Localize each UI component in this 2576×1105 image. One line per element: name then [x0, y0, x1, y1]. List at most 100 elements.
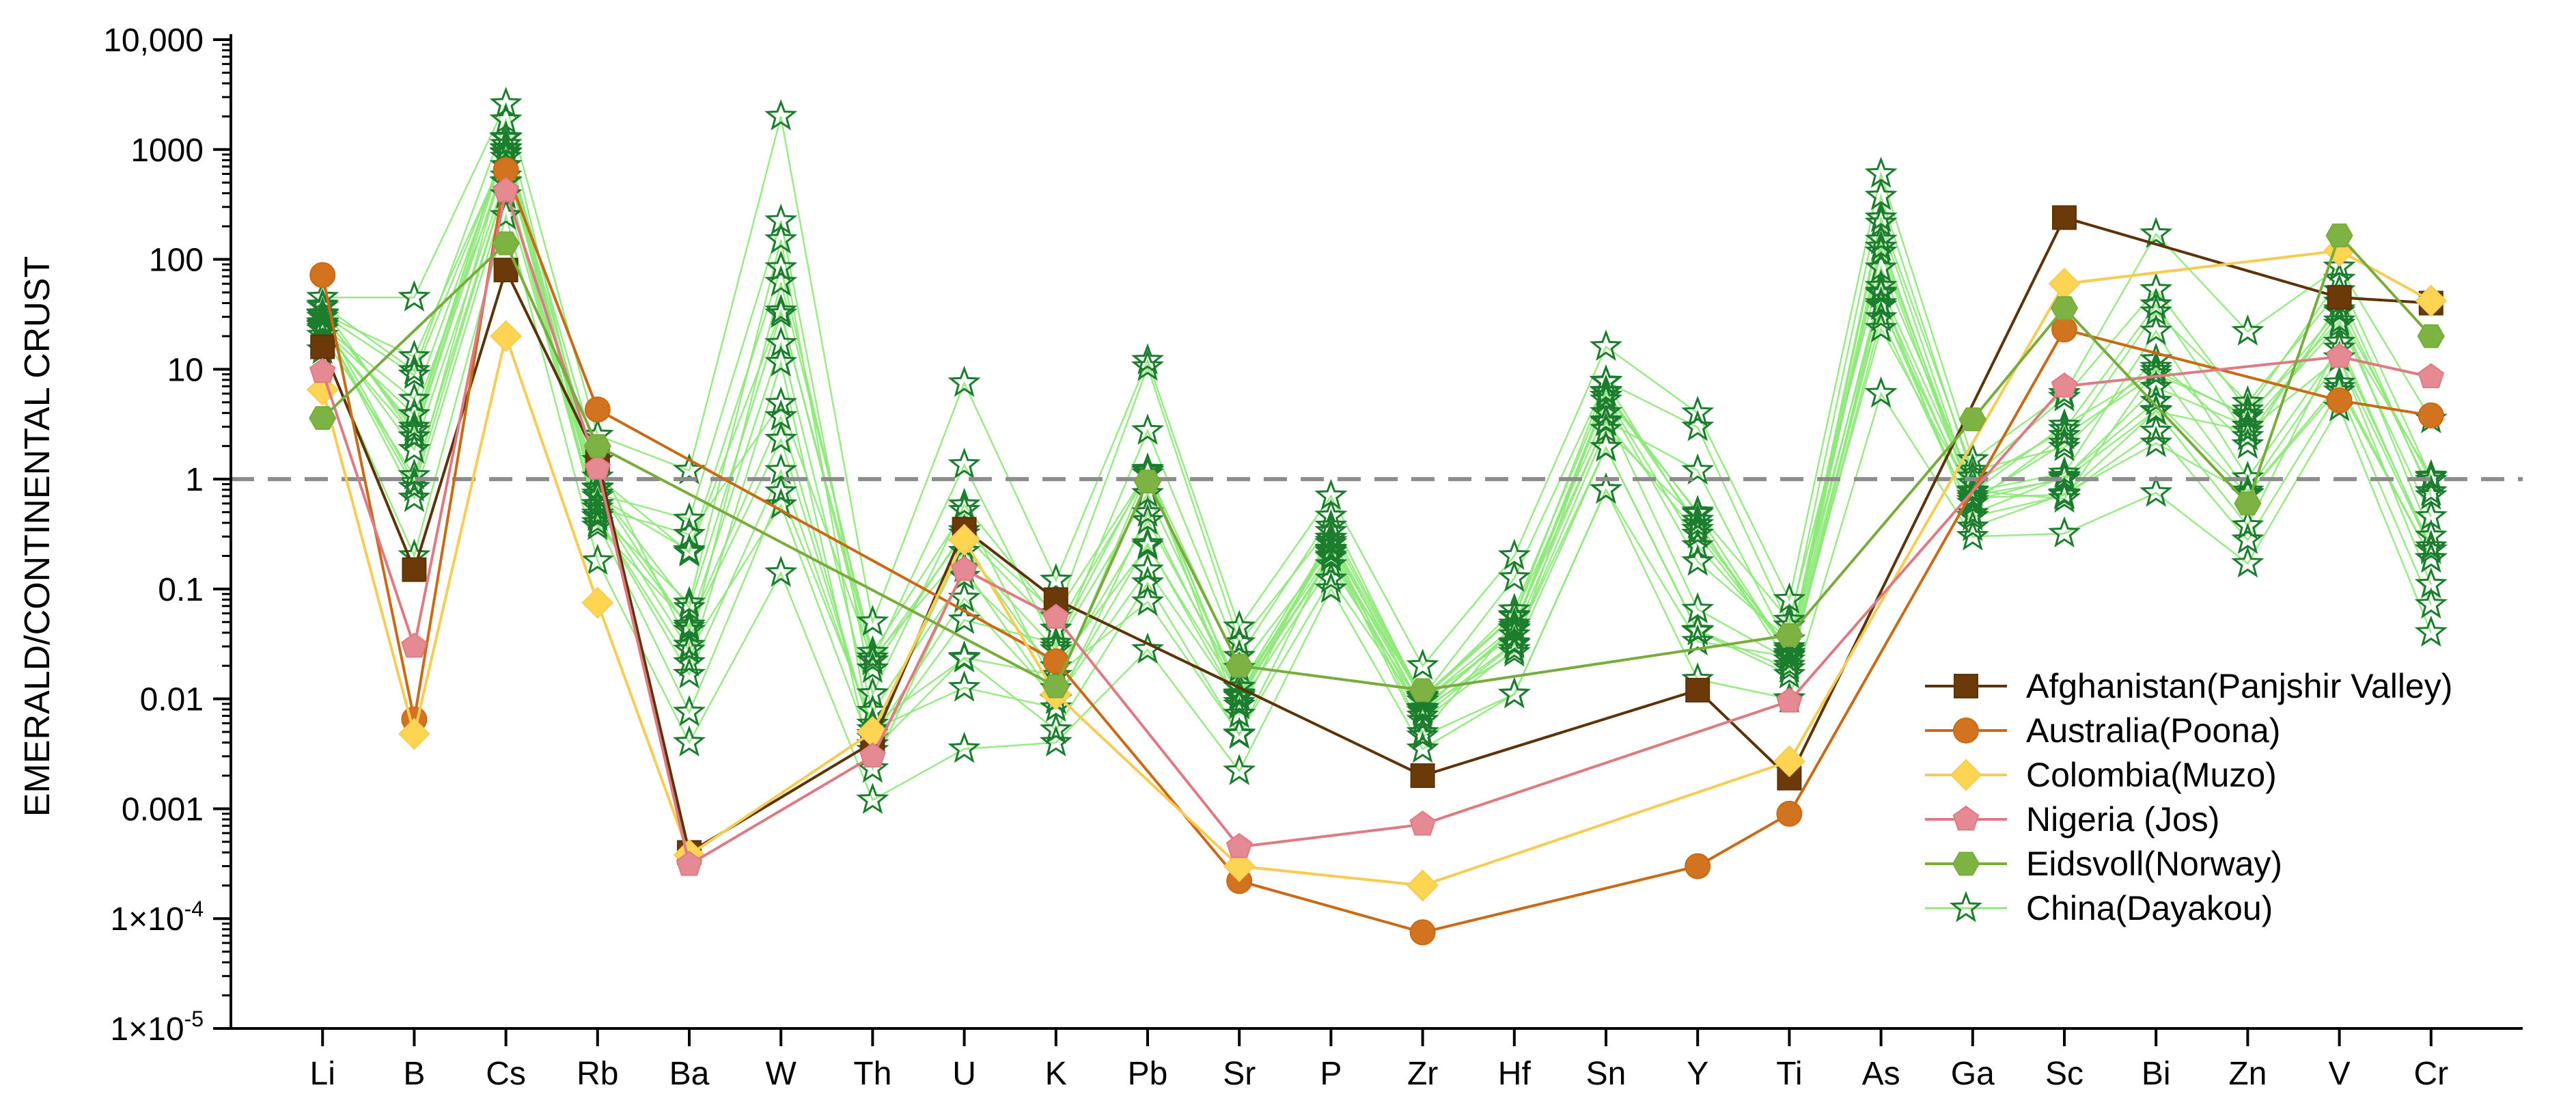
point-nigeria-jos-sr	[1225, 832, 1253, 858]
china-point-zn	[2231, 508, 2265, 540]
china-point-sn	[1589, 403, 1623, 435]
china-point-sc	[2047, 430, 2081, 462]
x-tick-label-as: As	[1862, 1056, 1900, 1092]
y-tick-label: 0.001	[122, 791, 204, 828]
china-point-y	[1681, 592, 1715, 624]
china-point-as	[1864, 179, 1898, 210]
point-colombia-muzo-u	[948, 523, 981, 556]
china-point-u	[947, 447, 981, 479]
point-eidsvoll-norway-ga	[1958, 407, 1986, 432]
china-point-cr	[2414, 519, 2448, 551]
china-point-p	[1314, 547, 1348, 579]
china-point-y	[1681, 495, 1715, 526]
china-sample-line	[322, 150, 2432, 735]
china-point-ga	[1956, 519, 1989, 551]
china-point-ti	[1773, 632, 1806, 664]
china-point-bi	[2139, 314, 2173, 346]
y-tick-label: 100	[149, 243, 204, 279]
china-point-w	[764, 297, 798, 329]
china-point-b	[398, 382, 431, 414]
china-point-sn	[1589, 405, 1623, 437]
china-point-b	[398, 353, 431, 385]
legend-marker-australia-poona	[1953, 718, 1979, 744]
series-line-nigeria-jos	[321, 185, 2432, 867]
point-eidsvoll-norway-v	[2325, 223, 2353, 247]
china-point-w	[764, 222, 798, 254]
china-point-b	[398, 480, 431, 513]
china-sample-line	[322, 146, 2432, 741]
legend-marker-nigeria-jos	[1952, 805, 1980, 831]
china-point-cs	[489, 198, 523, 230]
china-point-pb	[1131, 495, 1165, 528]
china-point-w	[764, 399, 798, 431]
y-tick-label-base: 1×10	[110, 1011, 184, 1048]
x-tick-label-hf: Hf	[1498, 1056, 1532, 1092]
china-point-as	[1864, 156, 1898, 188]
china-point-cr	[2414, 541, 2448, 573]
china-point-y	[1681, 517, 1715, 549]
china-point-cs	[489, 103, 523, 135]
china-point-w	[764, 326, 798, 358]
x-tick-label-ga: Ga	[1951, 1056, 1995, 1092]
x-tick-label-v: V	[2329, 1056, 2351, 1092]
series-eidsvoll-norway	[309, 223, 2445, 702]
china-point-hf	[1497, 617, 1531, 649]
x-tick-label-u: U	[952, 1056, 976, 1092]
legend-marker-colombia-muzo	[1950, 759, 1982, 791]
china-point-as	[1864, 311, 1898, 343]
china-point-bi	[2139, 370, 2173, 402]
china-point-ba	[672, 502, 706, 534]
china-point-zr	[1406, 715, 1439, 747]
china-point-as	[1864, 206, 1898, 238]
china-point-sc	[2047, 418, 2081, 450]
point-colombia-muzo-cs	[490, 320, 523, 353]
china-point-li	[306, 297, 340, 328]
china-point-pb	[1131, 584, 1165, 616]
x-tick-label-sn: Sn	[1586, 1056, 1626, 1092]
point-colombia-muzo-b	[398, 718, 430, 750]
china-point-y	[1681, 512, 1715, 544]
china-point-sn	[1589, 395, 1623, 427]
point-afghanistan-panjshir-valley-v	[2327, 285, 2352, 310]
china-point-hf	[1497, 627, 1531, 659]
china-point-sc	[2047, 516, 2081, 548]
y-tick-label: 1×10-5	[110, 1007, 204, 1048]
country-series-layer	[306, 156, 2448, 946]
china-point-ga	[1956, 474, 1989, 506]
point-eidsvoll-norway-sc	[2050, 296, 2079, 320]
china-point-sr	[1223, 754, 1256, 785]
china-point-u	[947, 640, 981, 672]
china-point-hf	[1497, 599, 1531, 631]
china-point-k	[1039, 725, 1072, 757]
china-point-th	[856, 605, 889, 636]
china-point-pb	[1131, 349, 1165, 381]
point-nigeria-jos-v	[2326, 342, 2353, 368]
china-point-ti	[1773, 636, 1806, 668]
china-point-as	[1864, 276, 1898, 308]
y-tick-label: 10,000	[103, 23, 204, 59]
china-point-bi	[2139, 426, 2173, 457]
x-tick-label-ti: Ti	[1776, 1056, 1802, 1092]
china-point-rb	[581, 508, 614, 541]
china-point-ti	[1773, 648, 1806, 679]
china-point-ba	[672, 628, 706, 659]
x-tick-label-b: B	[403, 1056, 425, 1092]
x-tick-label-cs: Cs	[486, 1056, 526, 1092]
point-nigeria-jos-rb	[584, 454, 611, 480]
point-nigeria-jos-zr	[1409, 810, 1436, 836]
china-point-y	[1681, 528, 1715, 560]
china-point-k	[1039, 712, 1072, 744]
china-point-cs	[489, 132, 523, 163]
china-point-th	[856, 751, 889, 783]
china-point-th	[856, 651, 889, 683]
china-point-ti	[1773, 630, 1806, 662]
y-axis-title: EMERALD/CONTINENTAL CRUST	[18, 256, 57, 817]
china-point-sr	[1223, 685, 1256, 717]
china-point-k	[1039, 562, 1072, 595]
china-point-pb	[1131, 476, 1165, 508]
china-point-zr	[1406, 698, 1439, 731]
china-point-pb	[1131, 343, 1165, 375]
point-nigeria-jos-sc	[2051, 372, 2078, 398]
point-australia-poona-y	[1685, 853, 1711, 879]
